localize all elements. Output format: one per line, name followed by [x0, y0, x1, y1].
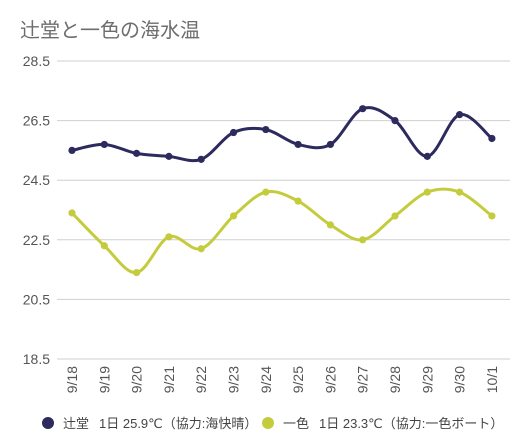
x-tick-label: 9/26	[322, 366, 338, 393]
x-tick-label: 9/18	[64, 366, 80, 393]
data-point	[197, 155, 205, 163]
data-point	[262, 188, 270, 196]
y-tick-label: 24.5	[23, 172, 50, 188]
series-line	[70, 187, 494, 275]
x-tick-label: 9/24	[258, 366, 274, 393]
data-point	[456, 188, 464, 196]
data-point	[68, 146, 76, 154]
data-point	[456, 111, 464, 119]
x-tick-label: 9/27	[355, 366, 371, 393]
data-point	[229, 128, 238, 137]
legend-item-tsujido[interactable]: 辻堂 1日 25.9℃（協力:海快晴）	[42, 413, 257, 432]
y-tick-label: 18.5	[23, 351, 50, 367]
x-tick-label: 9/25	[290, 366, 306, 393]
data-point	[488, 212, 496, 220]
x-axis-ticks: 9/18 9/19 9/20 9/21 9/22 9/23 9/24 9/25 9/26 9/27…	[64, 366, 500, 393]
series-tsujido	[68, 105, 496, 163]
data-point	[262, 125, 270, 134]
data-point	[359, 105, 367, 113]
x-tick-label: 9/23	[226, 366, 242, 393]
x-tick-label: 9/29	[419, 366, 435, 393]
legend-series-name: 辻堂	[63, 416, 90, 431]
x-tick-label: 9/19	[96, 366, 112, 393]
data-point	[133, 149, 141, 157]
y-tick-label: 26.5	[23, 113, 50, 129]
legend-series-detail: 1日 23.3℃（協力:一色ボート）	[319, 416, 504, 431]
chart-title: 辻堂と一色の海水温	[20, 20, 200, 42]
x-tick-label: 9/22	[193, 366, 209, 393]
y-axis-ticks: 28.5 26.5 24.5 22.5 20.5 18.5	[23, 53, 50, 367]
data-point	[294, 197, 302, 205]
legend-series-detail: 1日 25.9℃（協力:海快晴）	[99, 416, 258, 431]
data-point	[197, 245, 205, 253]
data-point	[391, 212, 399, 220]
y-tick-label: 20.5	[23, 291, 50, 307]
x-tick-label: 9/28	[387, 366, 403, 393]
legend-marker-isshiki	[262, 416, 274, 429]
data-point	[326, 140, 334, 149]
x-tick-label: 9/21	[161, 366, 177, 393]
legend-series-name: 一色	[283, 416, 310, 431]
data-point	[165, 152, 173, 160]
data-point	[133, 268, 141, 277]
gridlines	[57, 60, 510, 360]
y-tick-label: 22.5	[23, 232, 50, 248]
x-tick-label: 9/30	[452, 366, 468, 393]
series-isshiki	[68, 187, 496, 277]
legend-item-isshiki[interactable]: 一色 1日 23.3℃（協力:一色ボート）	[262, 413, 503, 432]
data-point	[423, 152, 431, 160]
data-point	[359, 236, 367, 244]
data-point	[488, 134, 496, 143]
data-point	[423, 188, 431, 196]
data-point	[68, 209, 76, 217]
data-point	[165, 233, 173, 241]
data-point	[326, 221, 334, 229]
series-lines	[68, 105, 496, 277]
data-point	[100, 242, 108, 250]
data-point	[391, 117, 399, 125]
legend-marker-tsujido	[42, 416, 54, 429]
x-tick-label: 9/20	[129, 366, 145, 393]
data-point	[229, 212, 238, 220]
x-tick-label: 10/1	[484, 366, 500, 393]
data-point	[294, 140, 302, 149]
y-tick-label: 28.5	[23, 53, 50, 69]
data-point	[100, 140, 108, 149]
